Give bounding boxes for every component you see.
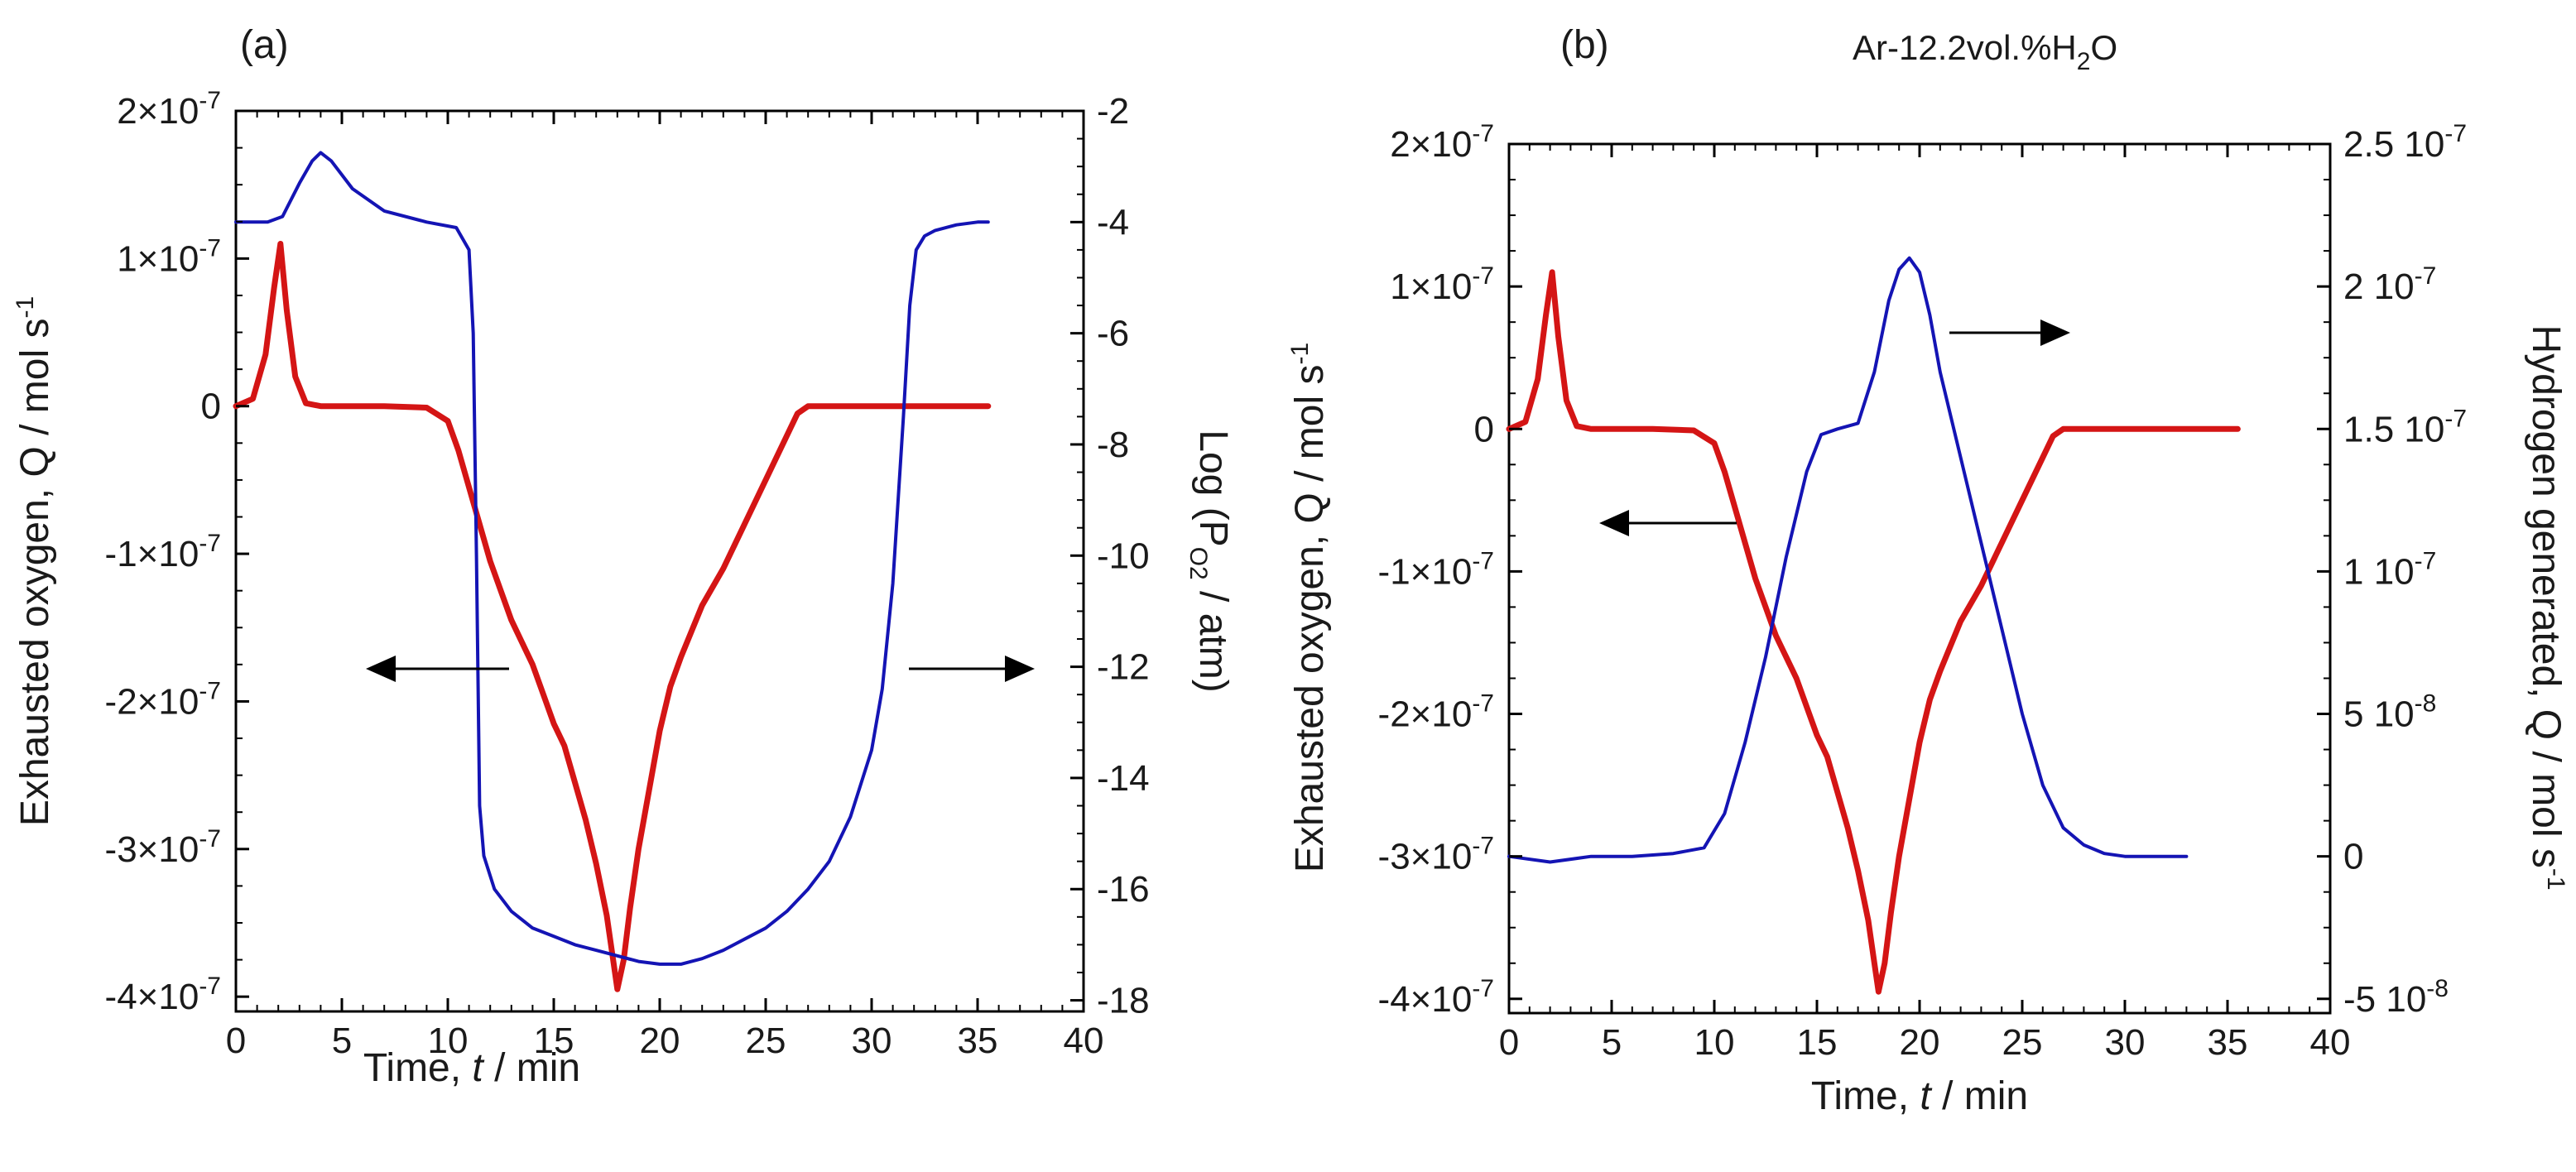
panel-b-right-y-tick-label: 1.5 10-7 [2343, 405, 2467, 449]
panel-a-x-tick-label: 5 [332, 1021, 352, 1061]
panel-a-series [233, 151, 992, 992]
panel-b-right-y-tick-label: 2.5 10-7 [2343, 120, 2467, 165]
panel-a-right-y-tick-label: -2 [1097, 91, 1129, 132]
panel-a-x-tick-label: 15 [534, 1021, 574, 1061]
panel-a-left-axis-label: Exhausted oxygen, Q / mol s-1 [12, 296, 57, 826]
panel-a-left-y-tick-label: -2×10-7 [105, 677, 221, 722]
panel-b-right-y-tick-label: 5 10-8 [2343, 690, 2436, 735]
panel-b-right-y-tick-label: 0 [2343, 837, 2363, 877]
panel-b-x-tick-label: 35 [2208, 1022, 2248, 1063]
panel-b-left-y-tick-label: 0 [1474, 409, 1494, 449]
panel-a-right-y-tick-label: -10 [1097, 536, 1150, 576]
panel-b-condition-label: Ar-12.2vol.%H2O [1853, 28, 2117, 75]
panel-b: (b) Ar-12.2vol.%H2O 0 5 10 15 20 25 30 35 40 2×10… [1286, 23, 2569, 1118]
panel-b-ticks: 0 5 10 15 20 25 30 35 40 2×10-7 1×10-7 0 -1×10-7 -2×1… [1378, 120, 2467, 1063]
panel-b-right-y-tick-label: -5 10-8 [2343, 975, 2449, 1020]
panel-a-x-tick-label: 25 [746, 1021, 786, 1061]
panel-b-right-arrow [1949, 319, 2070, 346]
panel-b-series-hydrogen-generated [1507, 256, 2189, 864]
panel-a-right-y-tick-label: -6 [1097, 314, 1129, 354]
panel-b-x-tick-label: 15 [1797, 1022, 1838, 1063]
panel-b-x-tick-label: 20 [1900, 1022, 1940, 1063]
panel-a-right-y-tick-label: -8 [1097, 425, 1129, 465]
panel-a-right-y-tick-label: -12 [1097, 647, 1150, 688]
panel-a: (a) 0 5 10 15 20 25 30 35 40 2×10-7 1×10-7 0 -1×10-7… [12, 23, 1235, 1090]
panel-a-x-tick-label: 0 [226, 1021, 246, 1061]
panel-b-right-axis-label: Hydrogen generated, Q / mol s-1 [2524, 324, 2569, 890]
panel-b-right-y-tick-label: 1 10-7 [2343, 547, 2436, 592]
panel-a-right-y-tick-label: -16 [1097, 869, 1150, 910]
panel-a-plot-frame [234, 109, 1085, 1013]
panel-a-x-tick-label: 10 [428, 1021, 469, 1061]
panel-b-x-tick-label: 5 [1602, 1022, 1622, 1063]
panel-b-x-tick-label: 40 [2310, 1022, 2351, 1063]
panel-b-left-axis-label: Exhausted oxygen, Q / mol s-1 [1286, 343, 1332, 872]
panel-a-ticks: 0 5 10 15 20 25 30 35 40 2×10-7 1×10-7 0 -1×10-7 -2×1… [105, 87, 1150, 1061]
panel-b-left-y-tick-label: -3×10-7 [1378, 833, 1494, 877]
panel-b-series-exhausted-oxygen [1506, 269, 2241, 995]
panel-a-left-y-tick-label: -4×10-7 [105, 973, 221, 1017]
panel-a-right-y-tick-label: -18 [1097, 981, 1150, 1021]
panel-a-label: (a) [240, 23, 289, 67]
panel-a-series-exhausted-oxygen [233, 241, 992, 992]
panel-b-left-y-tick-label: -2×10-7 [1378, 690, 1494, 735]
panel-a-x-tick-label: 40 [1064, 1021, 1104, 1061]
panel-b-right-y-tick-label: 2 10-7 [2343, 262, 2436, 307]
panel-a-left-arrow [366, 656, 509, 682]
panel-b-left-y-tick-label: 1×10-7 [1390, 262, 1494, 307]
panel-a-x-tick-label: 20 [640, 1021, 680, 1061]
panel-b-left-y-tick-label: -1×10-7 [1378, 547, 1494, 592]
panel-a-left-y-tick-label: -1×10-7 [105, 530, 221, 574]
panel-b-label: (b) [1560, 23, 1609, 67]
panel-a-left-y-tick-label: 0 [201, 387, 221, 427]
panel-b-series [1506, 256, 2241, 995]
panel-a-series-log-po2 [234, 151, 990, 966]
panel-b-x-tick-label: 0 [1499, 1022, 1519, 1063]
panel-b-x-tick-label: 25 [2002, 1022, 2043, 1063]
panel-a-left-y-tick-label: -3×10-7 [105, 825, 221, 870]
panel-a-right-axis-label: Log (PO2 / atm) [1185, 430, 1235, 692]
panel-a-left-y-tick-label: 1×10-7 [117, 234, 221, 279]
panel-b-left-y-tick-label: 2×10-7 [1390, 120, 1494, 165]
panel-b-x-tick-label: 10 [1694, 1022, 1735, 1063]
panel-a-left-y-tick-label: 2×10-7 [117, 87, 221, 132]
panel-b-x-axis-label: Time, t / min [1811, 1074, 2028, 1118]
panel-a-x-axis-label: Time, t / min [363, 1046, 580, 1090]
panel-a-right-y-tick-label: -4 [1097, 202, 1129, 243]
panel-a-right-y-tick-label: -14 [1097, 758, 1150, 799]
panel-a-x-tick-label: 30 [852, 1021, 892, 1061]
panel-b-left-y-tick-label: -4×10-7 [1378, 975, 1494, 1020]
panel-b-left-arrow [1599, 510, 1737, 536]
panel-a-right-arrow [909, 656, 1035, 682]
panel-a-x-tick-label: 35 [958, 1021, 998, 1061]
panel-b-x-tick-label: 30 [2105, 1022, 2146, 1063]
